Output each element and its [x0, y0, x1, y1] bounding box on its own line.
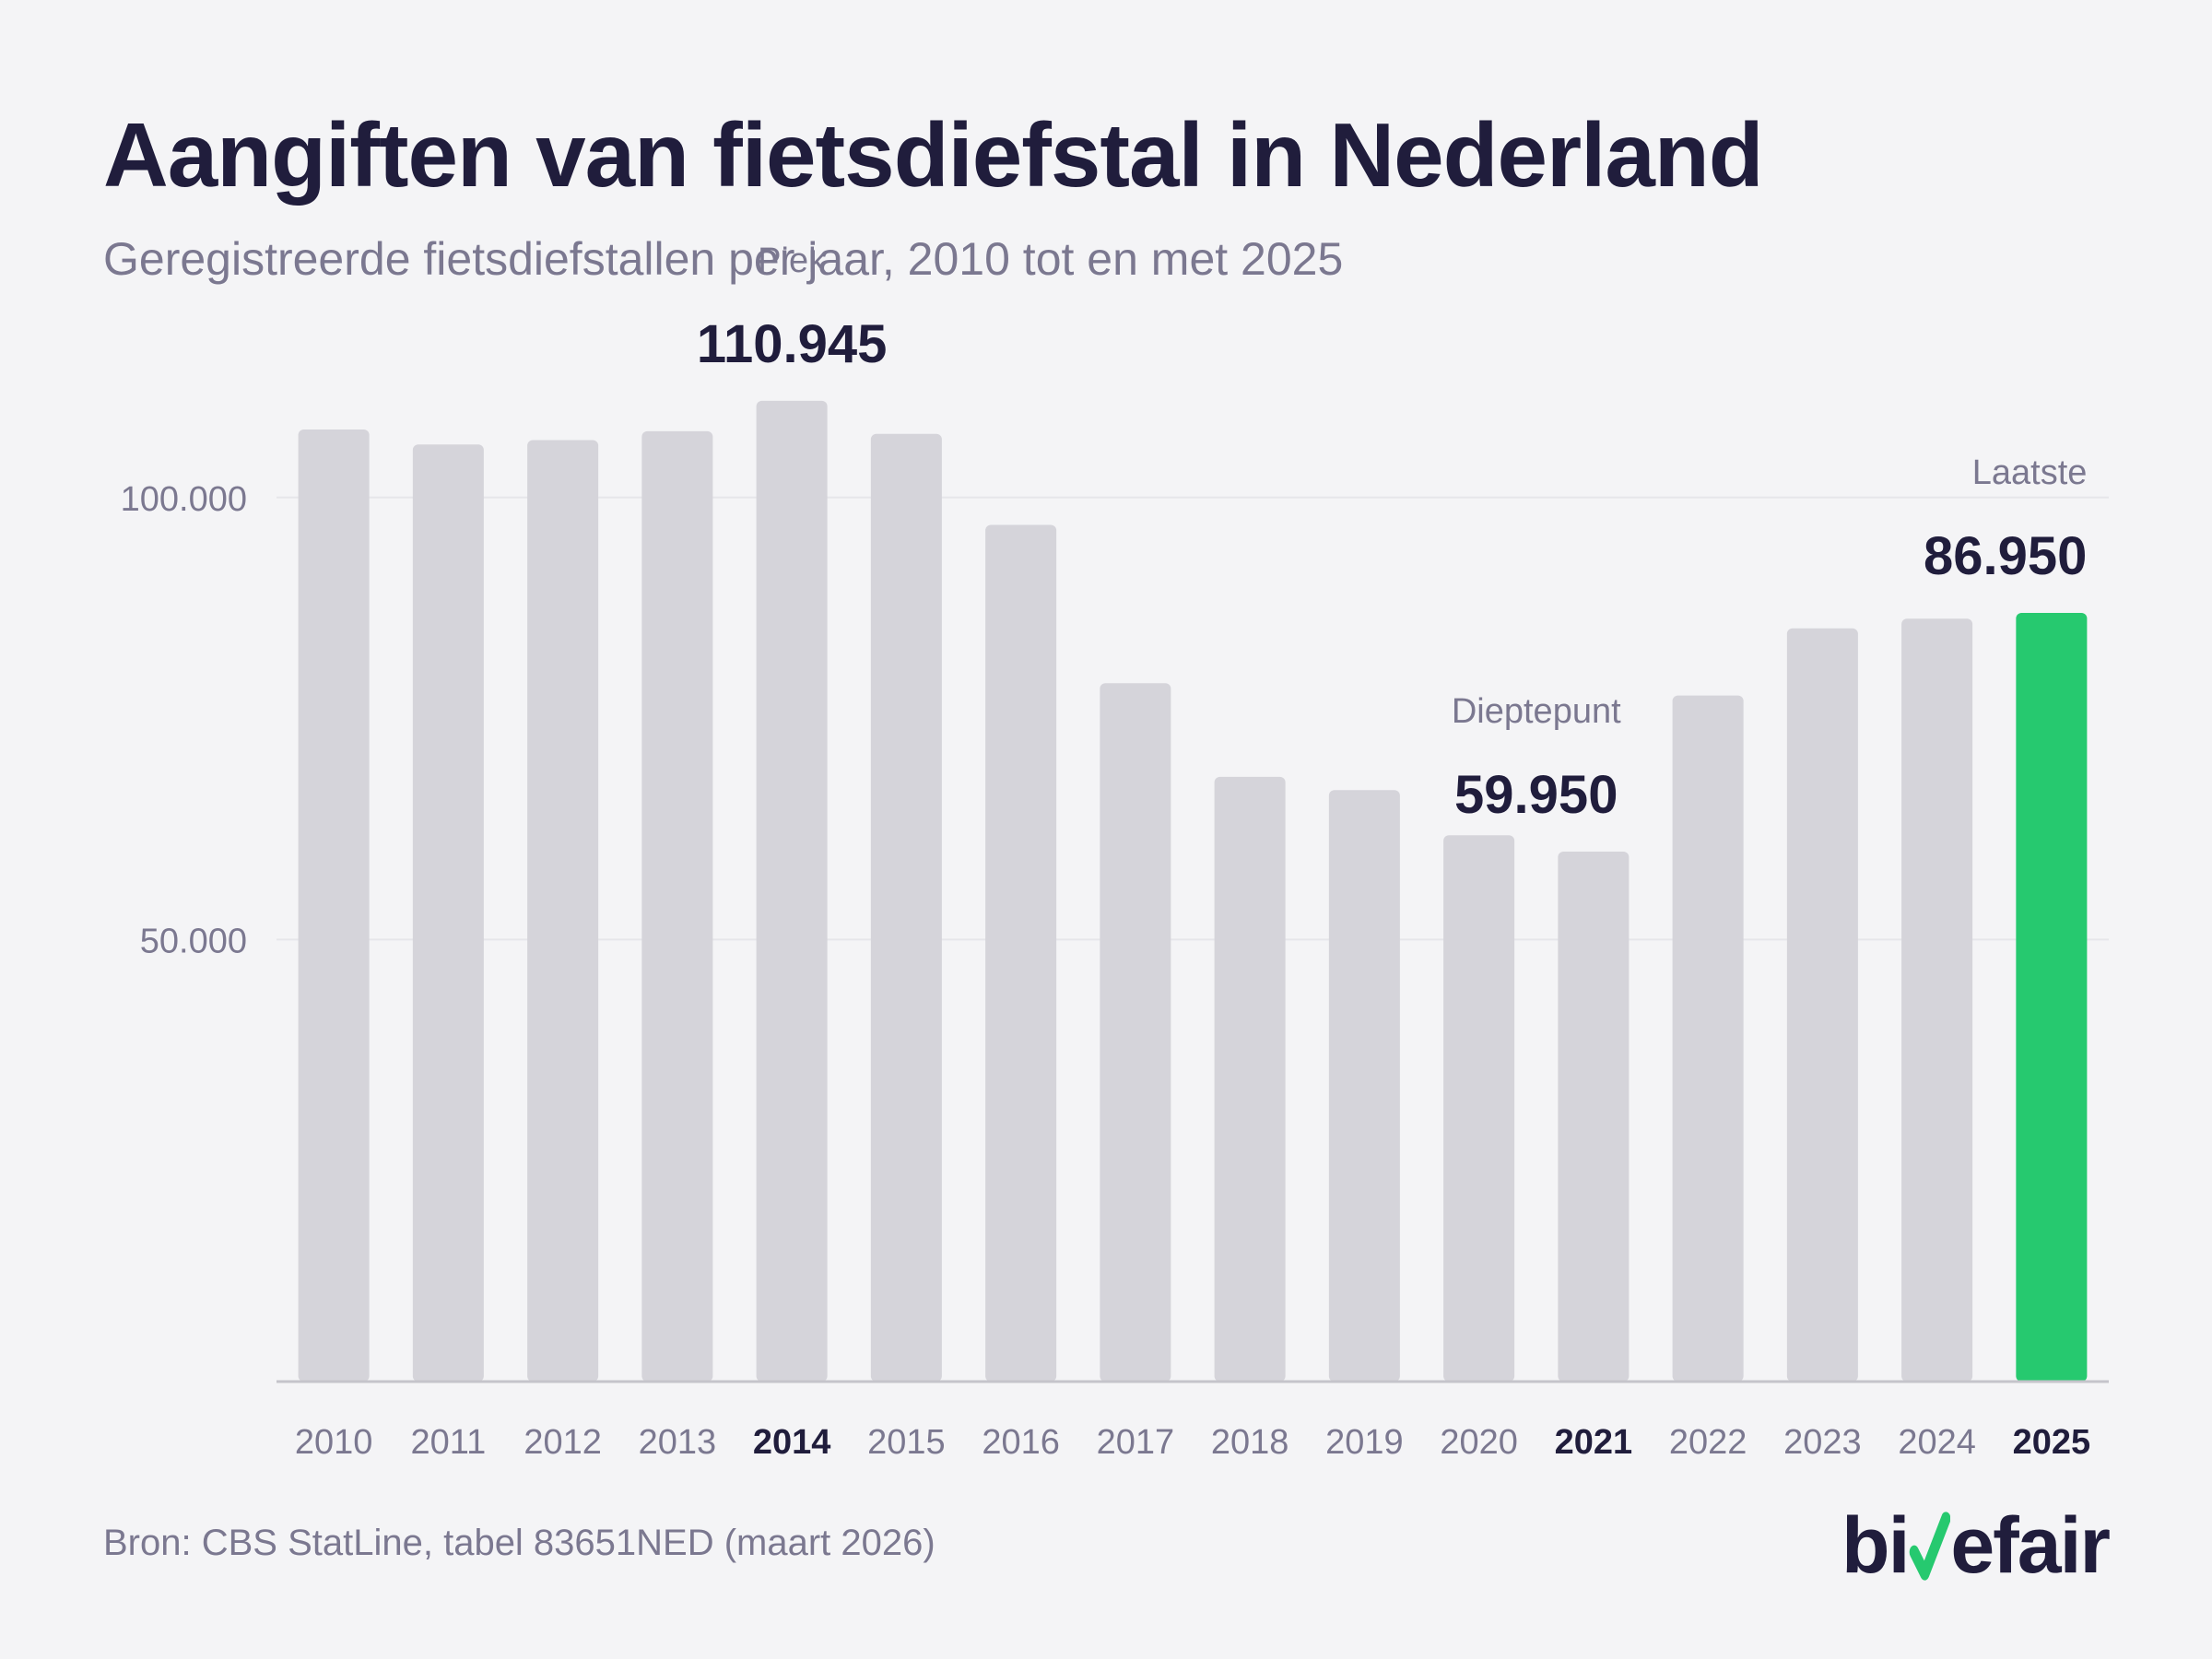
annotation-value: 86.950 [1924, 526, 2087, 586]
x-tick-label: 2024 [1898, 1423, 1976, 1462]
bar-2022 [1672, 695, 1744, 1382]
bar-2018 [1214, 776, 1286, 1382]
logo-text-part3: efair [1950, 1501, 2111, 1590]
bar-2012 [527, 440, 599, 1382]
x-tick-label: 2012 [524, 1423, 602, 1462]
annotation-label: Piek [758, 241, 827, 280]
x-tick-label: 2022 [1669, 1423, 1747, 1462]
x-tick-label: 2015 [867, 1423, 946, 1462]
logo-text-part1: bi [1841, 1501, 1910, 1590]
y-tick-label: 100.000 [121, 480, 247, 519]
source-note: Bron: CBS StatLine, tabel 83651NED (maar… [103, 1523, 935, 1563]
bikefair-logo: bi k efair [1841, 1500, 2111, 1592]
x-tick-label: 2016 [982, 1423, 1060, 1462]
x-tick-label: 2020 [1440, 1423, 1518, 1462]
y-tick-label: 50.000 [140, 922, 247, 960]
x-tick-label: 2025 [2013, 1423, 2091, 1462]
logo-text-part2: k [1908, 1500, 1951, 1592]
bar-2015 [870, 433, 942, 1382]
bar-chart: 50.000 100.000 2010 2011 2012 2013 2014 2015 201… [121, 241, 2109, 1462]
x-tick-label: 2021 [1555, 1423, 1633, 1462]
chart-subtitle: Geregistreerde fietsdiefstallen per jaar… [103, 233, 1344, 285]
bar-2013 [641, 430, 713, 1382]
bar-2020 [1443, 835, 1515, 1382]
bar-2017 [1100, 683, 1171, 1382]
bar-2016 [985, 524, 1057, 1382]
bar-2011 [412, 444, 484, 1382]
x-tick-label: 2011 [411, 1423, 487, 1462]
annotation-label: Laatste [1972, 453, 2088, 492]
bar-2021 [1558, 851, 1630, 1382]
x-tick-label: 2010 [295, 1423, 373, 1462]
check-icon [1910, 1512, 1951, 1581]
annotation-value: 110.945 [697, 314, 887, 374]
annotation-label: Dieptepunt [1452, 692, 1621, 731]
bar-2024 [1901, 618, 1973, 1382]
bar-2014 [756, 400, 828, 1382]
bar-2010 [298, 429, 370, 1382]
x-tick-label: 2014 [753, 1423, 831, 1462]
annotation-value: 59.950 [1454, 765, 1618, 825]
x-tick-label: 2018 [1211, 1423, 1289, 1462]
x-tick-label: 2013 [639, 1423, 717, 1462]
x-tick-label: 2017 [1097, 1423, 1175, 1462]
bar-2025 [2016, 612, 2088, 1382]
bar-2019 [1328, 790, 1400, 1382]
chart-title: Aangiften van fietsdiefstal in Nederland [103, 104, 1764, 206]
x-tick-label: 2019 [1325, 1423, 1404, 1462]
bar-2023 [1786, 628, 1858, 1382]
x-tick-label: 2023 [1783, 1423, 1862, 1462]
